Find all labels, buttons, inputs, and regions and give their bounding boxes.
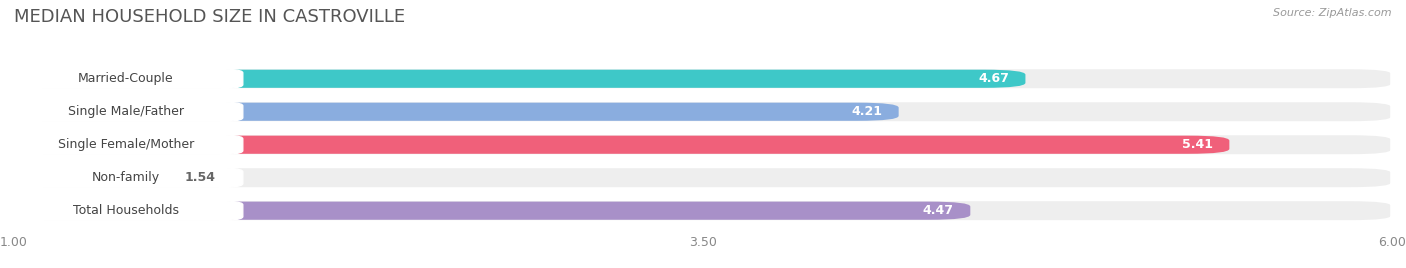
FancyBboxPatch shape <box>8 168 243 188</box>
FancyBboxPatch shape <box>14 136 1229 154</box>
FancyBboxPatch shape <box>14 100 1392 123</box>
Text: 1.54: 1.54 <box>186 171 217 184</box>
Text: MEDIAN HOUSEHOLD SIZE IN CASTROVILLE: MEDIAN HOUSEHOLD SIZE IN CASTROVILLE <box>14 8 405 26</box>
FancyBboxPatch shape <box>14 169 163 187</box>
FancyBboxPatch shape <box>8 200 243 221</box>
Text: 4.67: 4.67 <box>979 72 1010 85</box>
Text: 5.41: 5.41 <box>1182 138 1213 151</box>
FancyBboxPatch shape <box>14 103 898 121</box>
FancyBboxPatch shape <box>14 70 1025 88</box>
FancyBboxPatch shape <box>14 133 1392 156</box>
Text: Single Male/Father: Single Male/Father <box>67 105 184 118</box>
Text: Non-family: Non-family <box>91 171 160 184</box>
FancyBboxPatch shape <box>8 135 243 155</box>
Text: 4.21: 4.21 <box>851 105 882 118</box>
Text: 4.47: 4.47 <box>922 204 953 217</box>
Text: Single Female/Mother: Single Female/Mother <box>58 138 194 151</box>
Text: Married-Couple: Married-Couple <box>77 72 173 85</box>
FancyBboxPatch shape <box>14 166 1392 189</box>
FancyBboxPatch shape <box>8 69 243 89</box>
FancyBboxPatch shape <box>14 199 1392 222</box>
Text: Total Households: Total Households <box>73 204 179 217</box>
FancyBboxPatch shape <box>14 202 970 220</box>
FancyBboxPatch shape <box>14 68 1392 90</box>
FancyBboxPatch shape <box>8 102 243 122</box>
Text: Source: ZipAtlas.com: Source: ZipAtlas.com <box>1274 8 1392 18</box>
